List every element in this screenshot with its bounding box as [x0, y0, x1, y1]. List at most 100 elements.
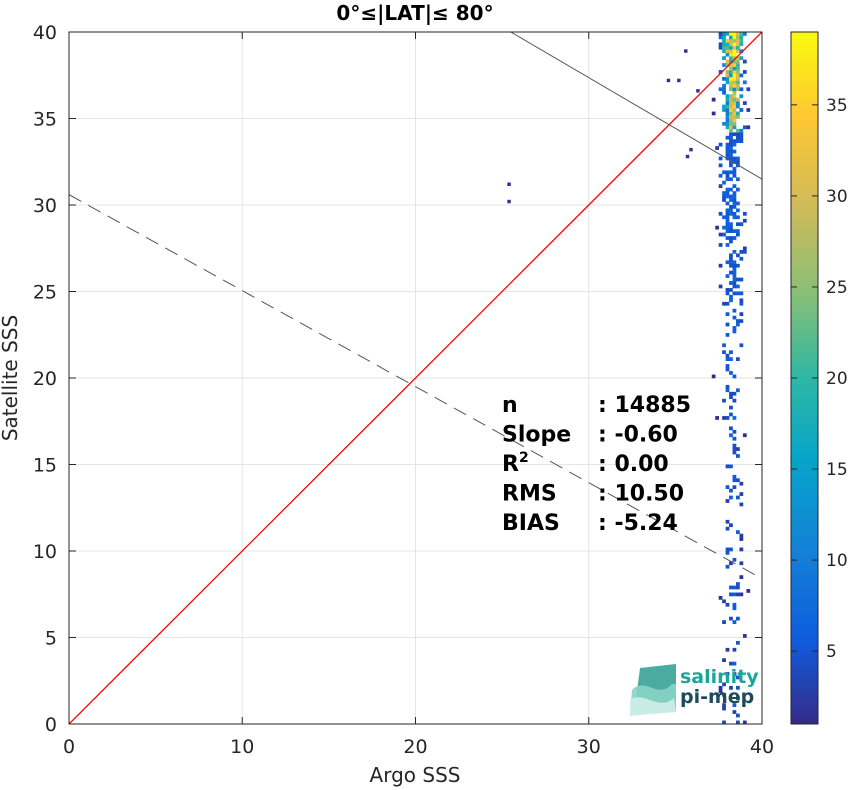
density-cell — [729, 142, 733, 147]
density-cell — [725, 173, 730, 178]
density-cell — [725, 353, 730, 358]
density-cell — [732, 267, 737, 272]
density-cell — [729, 547, 733, 552]
density-cell — [507, 199, 511, 204]
colorbar-tick-label: 35 — [826, 96, 848, 116]
density-cell — [739, 94, 744, 99]
density-cell — [739, 492, 744, 496]
density-cell — [725, 215, 730, 220]
density-cell — [732, 557, 737, 562]
density-cell — [722, 682, 726, 687]
density-cell — [725, 647, 730, 652]
y-tick-label: 30 — [33, 195, 57, 217]
density-cell — [715, 416, 719, 420]
density-cell — [736, 229, 740, 233]
density-cell — [742, 634, 747, 638]
density-cell — [711, 97, 716, 102]
density-cell — [732, 90, 737, 95]
density-cell — [739, 249, 744, 254]
colorbar-ticks: 5 10 15 20 25 30 35 — [791, 96, 848, 662]
density-cell — [718, 35, 723, 40]
density-cell — [725, 115, 730, 119]
density-cell — [729, 80, 733, 85]
density-cell — [722, 198, 726, 202]
density-cell — [722, 121, 726, 126]
x-tick-label: 40 — [750, 736, 774, 758]
density-cell — [732, 184, 737, 188]
y-tick-label: 10 — [33, 541, 57, 563]
density-cell — [736, 38, 740, 43]
density-cell — [732, 87, 737, 92]
density-cell — [718, 211, 723, 216]
density-cell — [736, 291, 740, 296]
density-cell — [732, 38, 737, 43]
density-cell — [729, 38, 733, 43]
y-tick-label: 25 — [33, 282, 57, 304]
density-cell — [722, 301, 726, 306]
density-cell — [729, 66, 733, 71]
density-cell — [732, 73, 737, 78]
density-cell — [732, 263, 737, 268]
density-cell — [725, 551, 730, 555]
density-cell — [736, 32, 740, 36]
colorbar-tick-label: 10 — [826, 551, 848, 571]
density-cell — [725, 291, 730, 296]
density-cell — [732, 66, 737, 71]
density-cell — [732, 478, 737, 483]
density-cell — [725, 274, 730, 278]
density-cell — [729, 395, 733, 400]
density-cell — [729, 101, 733, 105]
density-cell — [732, 132, 737, 137]
density-cell — [718, 32, 723, 36]
density-cell — [732, 326, 737, 330]
density-cell — [729, 426, 733, 431]
density-cell — [739, 561, 744, 566]
density-cell — [729, 70, 733, 74]
density-cell — [732, 291, 737, 296]
density-cell — [739, 502, 744, 507]
density-cell — [718, 595, 723, 600]
density-cell — [711, 111, 716, 116]
density-cell — [732, 56, 737, 60]
density-cell — [736, 101, 740, 105]
density-cell — [729, 488, 733, 493]
density-cell — [732, 97, 737, 102]
density-cell — [736, 66, 740, 71]
axes: 0 10 20 30 40 0 5 10 15 20 25 30 35 40 — [33, 22, 774, 758]
density-cell — [732, 416, 737, 420]
density-cell — [736, 156, 740, 161]
density-cell — [725, 357, 730, 361]
density-cell — [718, 142, 723, 147]
density-cell — [729, 146, 733, 150]
density-cell — [732, 485, 737, 490]
density-cell — [736, 132, 740, 137]
density-cell — [722, 180, 726, 185]
x-tick-label: 30 — [577, 736, 601, 758]
density-cell — [725, 149, 730, 154]
density-cell — [729, 288, 733, 292]
density-cell — [732, 270, 737, 275]
density-cell — [725, 59, 730, 64]
density-cell — [729, 198, 733, 202]
density-cell — [729, 52, 733, 57]
density-cell — [732, 42, 737, 47]
density-cell — [736, 388, 740, 393]
density-cell — [739, 343, 744, 348]
density-cell — [732, 111, 737, 116]
density-cell — [736, 83, 740, 88]
density-cell — [722, 343, 726, 348]
density-cell — [729, 132, 733, 137]
density-cell — [729, 111, 733, 116]
density-cell — [729, 298, 733, 303]
x-tick-label: 10 — [230, 736, 254, 758]
density-cell — [736, 616, 740, 621]
density-cell — [722, 56, 726, 60]
density-cell — [739, 291, 744, 296]
density-cell — [729, 97, 733, 102]
density-cell — [689, 147, 693, 152]
colorbar-tick-label: 15 — [826, 460, 848, 480]
density-cell — [732, 118, 737, 123]
density-cell — [722, 83, 726, 88]
density-cell — [739, 533, 744, 538]
density-cell — [732, 63, 737, 67]
